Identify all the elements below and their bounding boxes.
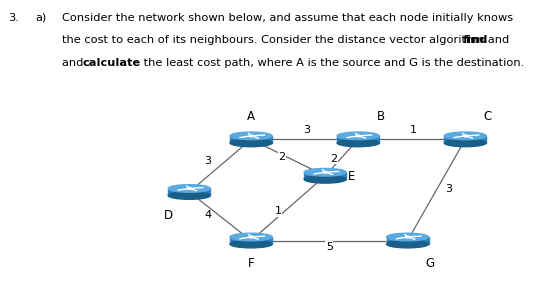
Text: G: G (425, 257, 435, 270)
Bar (337, 136, 379, 143)
Ellipse shape (168, 185, 210, 192)
Ellipse shape (230, 139, 272, 147)
Circle shape (405, 236, 410, 238)
Text: the least cost path, where A is the source and G is the destination.: the least cost path, where A is the sour… (140, 58, 524, 68)
Ellipse shape (168, 192, 210, 199)
Text: 1: 1 (274, 206, 281, 216)
Text: 3: 3 (303, 125, 310, 135)
Text: 2: 2 (279, 151, 286, 162)
Ellipse shape (337, 139, 379, 147)
Text: 4: 4 (204, 210, 211, 220)
Text: the cost to each of its neighbours. Consider the distance vector algorithm and: the cost to each of its neighbours. Cons… (62, 35, 513, 45)
Bar (230, 136, 272, 143)
Ellipse shape (304, 176, 346, 183)
Bar (304, 172, 346, 179)
Circle shape (356, 135, 360, 137)
Text: a): a) (35, 13, 47, 23)
Text: C: C (484, 110, 492, 123)
Bar (444, 136, 486, 143)
Text: 1: 1 (410, 125, 417, 135)
Text: find: find (462, 35, 488, 45)
Text: calculate: calculate (82, 58, 140, 68)
Text: D: D (164, 209, 173, 222)
Text: 5: 5 (326, 242, 333, 251)
Ellipse shape (444, 139, 486, 147)
Ellipse shape (230, 233, 272, 241)
Ellipse shape (386, 233, 429, 241)
Ellipse shape (337, 132, 379, 140)
Ellipse shape (386, 240, 429, 248)
Text: 3: 3 (204, 156, 211, 166)
Text: A: A (247, 110, 255, 123)
Text: and: and (62, 58, 87, 68)
Circle shape (249, 236, 253, 238)
Text: E: E (349, 170, 356, 183)
Circle shape (463, 135, 467, 137)
Text: 3.: 3. (8, 13, 19, 23)
Text: B: B (377, 110, 385, 123)
Circle shape (249, 135, 253, 137)
Ellipse shape (230, 240, 272, 248)
Bar (386, 237, 429, 244)
Text: F: F (248, 257, 254, 270)
Ellipse shape (444, 132, 486, 140)
Bar (230, 237, 272, 244)
Text: 2: 2 (330, 154, 337, 164)
Bar (168, 189, 210, 196)
Text: 3: 3 (446, 184, 452, 194)
Text: Consider the network shown below, and assume that each node initially knows: Consider the network shown below, and as… (62, 13, 513, 23)
Ellipse shape (304, 169, 346, 176)
Circle shape (323, 171, 327, 173)
Ellipse shape (230, 132, 272, 140)
Circle shape (188, 187, 191, 189)
